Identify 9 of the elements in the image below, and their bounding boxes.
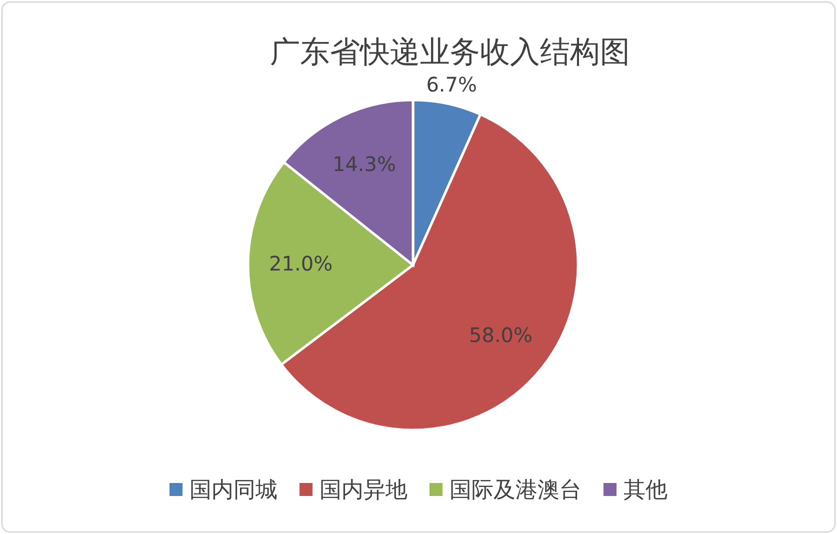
legend-label: 国内异地 [320, 478, 408, 503]
data-label: 58.0% [469, 322, 533, 347]
data-label: 14.3% [332, 152, 396, 176]
legend-label: 国内同城 [190, 478, 278, 503]
data-label: 21.0% [269, 252, 333, 276]
legend-label: 其他 [624, 478, 668, 503]
legend-label: 国际及港澳台 [450, 478, 582, 503]
data-label: 6.7% [426, 72, 478, 96]
chart-title: 广东省快递业务收入结构图 [270, 35, 630, 70]
